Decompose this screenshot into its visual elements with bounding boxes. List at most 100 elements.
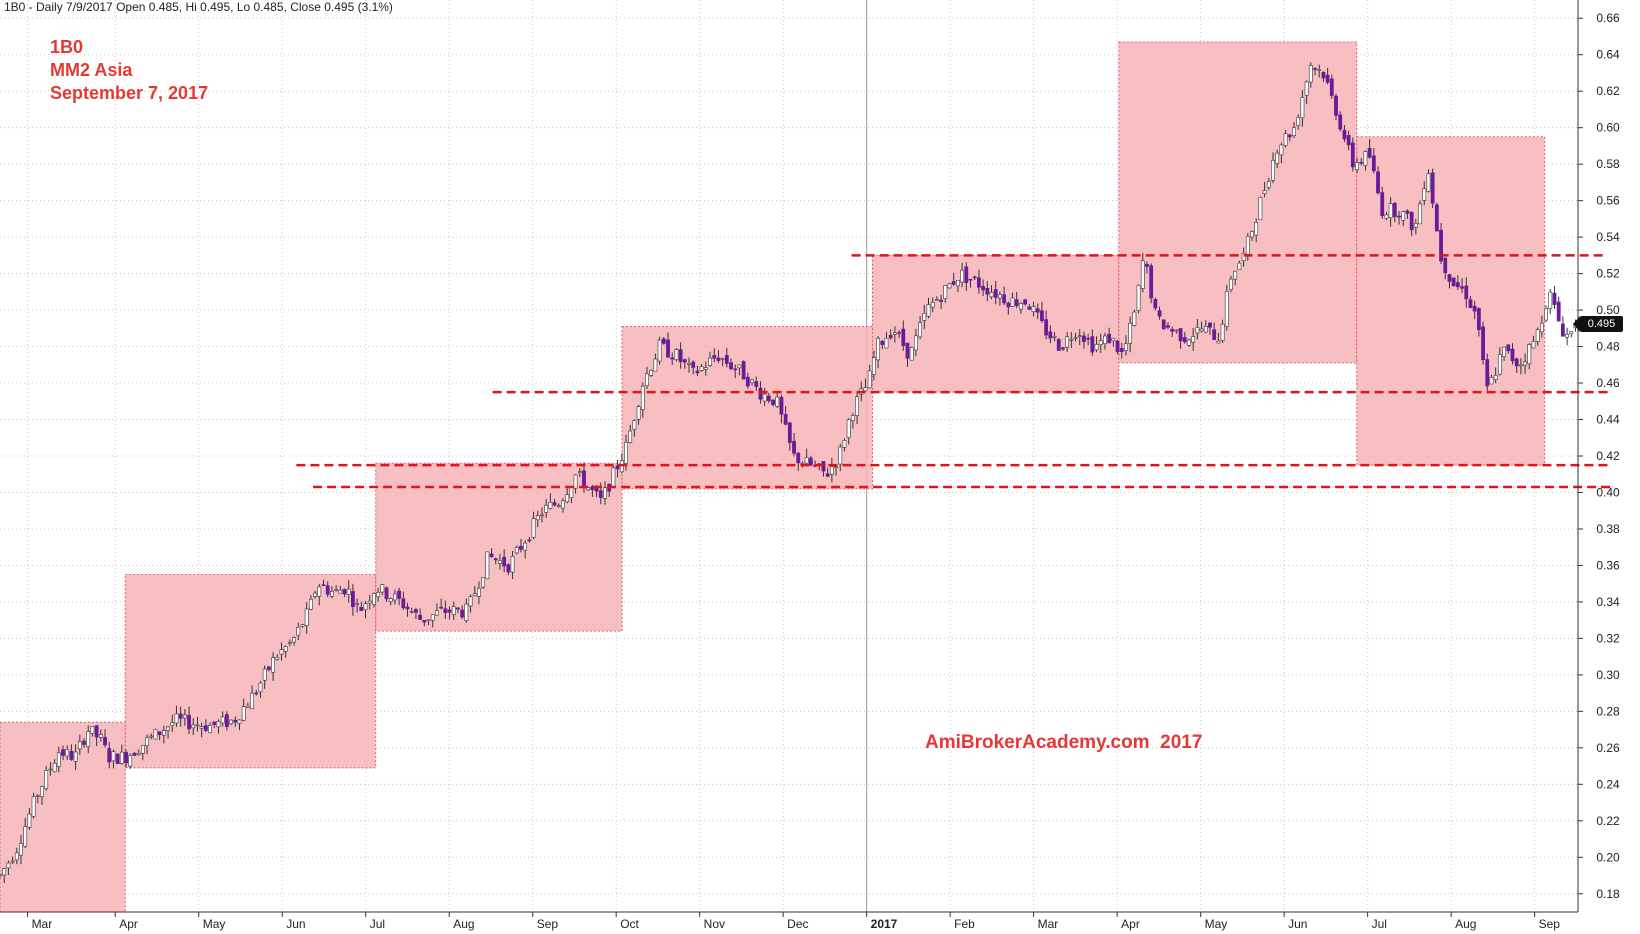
candle-body [367, 600, 372, 604]
candle-body [384, 587, 389, 600]
x-tick-label: Dec [787, 917, 808, 931]
candle-body [615, 465, 620, 470]
candle-body [426, 619, 431, 622]
candle-body [498, 560, 502, 564]
x-tick-label: Sep [537, 917, 559, 931]
candle-body [422, 619, 427, 623]
candle-body [1321, 71, 1326, 79]
candle-body [1157, 310, 1162, 317]
candle-body [19, 843, 23, 856]
candle-body [262, 668, 267, 681]
candle-body [325, 585, 330, 595]
candle-body [1178, 328, 1183, 342]
candle-body [1565, 333, 1569, 338]
candle-body [808, 457, 813, 466]
candle-body [825, 473, 830, 477]
candle-body [334, 589, 339, 592]
candle-body [2, 868, 7, 876]
candle-body [846, 419, 851, 438]
candle-body [1086, 337, 1091, 340]
y-tick-label: 0.28 [1596, 704, 1620, 718]
range-box [1356, 136, 1546, 466]
candle-body [1287, 134, 1292, 138]
candle-body [1140, 260, 1145, 289]
y-tick-label: 0.56 [1596, 194, 1620, 208]
candle-body [1313, 68, 1317, 70]
candle-body [1115, 340, 1120, 353]
candle-body [510, 556, 515, 573]
range-box [621, 325, 873, 490]
candle-body [674, 349, 679, 360]
candle-body [1220, 323, 1225, 341]
x-tick-label: Apr [119, 917, 138, 931]
candle-body [468, 596, 473, 607]
candle-body [94, 725, 99, 738]
y-tick-label: 0.26 [1596, 741, 1620, 755]
candle-body [1006, 302, 1011, 308]
candle-body [233, 719, 238, 723]
candle-body [1002, 294, 1007, 304]
candle-body [724, 355, 729, 364]
candle-body [703, 367, 708, 370]
candle-body [1170, 328, 1175, 332]
y-tick-label: 0.32 [1596, 631, 1620, 645]
candle-body [1434, 204, 1439, 232]
candle-body [1527, 344, 1532, 365]
candle-body [561, 500, 565, 509]
candle-body [1472, 305, 1477, 312]
candle-body [1250, 231, 1254, 238]
candle-body [834, 466, 838, 469]
candle-body [1409, 212, 1414, 231]
candle-body [31, 796, 36, 817]
company-label: MM2 Asia [50, 60, 133, 80]
candle-body [1052, 336, 1057, 338]
x-tick-label: Apr [1121, 917, 1140, 931]
candle-body [1514, 358, 1519, 367]
y-tick-label: 0.50 [1596, 303, 1620, 317]
x-tick-label: Oct [620, 917, 639, 931]
candle-body [1556, 301, 1561, 322]
candle-body [956, 280, 960, 287]
candle-body [909, 347, 914, 361]
candle-body [720, 358, 725, 360]
candle-body [922, 313, 927, 321]
candle-body [1300, 97, 1305, 119]
candle-body [951, 281, 956, 285]
candle-body [279, 649, 284, 655]
candle-body [338, 589, 343, 594]
candle-body [1405, 210, 1410, 214]
candle-body [275, 656, 280, 660]
candle-body [1317, 69, 1322, 71]
candle-body [1325, 74, 1330, 83]
candle-body [1447, 274, 1452, 282]
candle-body [1430, 172, 1435, 204]
candle-body [6, 862, 11, 869]
candle-body [1077, 335, 1082, 338]
candle-body [628, 430, 633, 443]
candle-body [1485, 359, 1490, 387]
candle-body [855, 396, 859, 416]
chart-label-block: 1B0 MM2 Asia September 7, 2017 [50, 36, 208, 105]
candle-body [14, 852, 19, 861]
candle-body [1539, 322, 1544, 333]
candle-body [733, 368, 738, 371]
candle-body [1451, 277, 1456, 287]
candle-body [245, 705, 250, 708]
x-tick-label: Jul [1372, 917, 1387, 931]
candle-body [376, 591, 381, 598]
candle-body [489, 553, 494, 558]
candle-body [451, 606, 456, 615]
candle-body [485, 551, 490, 580]
candle-body [1182, 337, 1187, 343]
x-tick-label: May [203, 917, 226, 931]
candle-body [745, 376, 750, 387]
candle-body [1346, 135, 1351, 146]
candle-body [1262, 190, 1267, 195]
y-tick-label: 0.38 [1596, 522, 1620, 536]
candle-body [871, 357, 876, 375]
candle-body [73, 751, 78, 762]
candle-body [1254, 222, 1259, 236]
candle-body [632, 420, 637, 430]
candle-body [1044, 319, 1049, 336]
